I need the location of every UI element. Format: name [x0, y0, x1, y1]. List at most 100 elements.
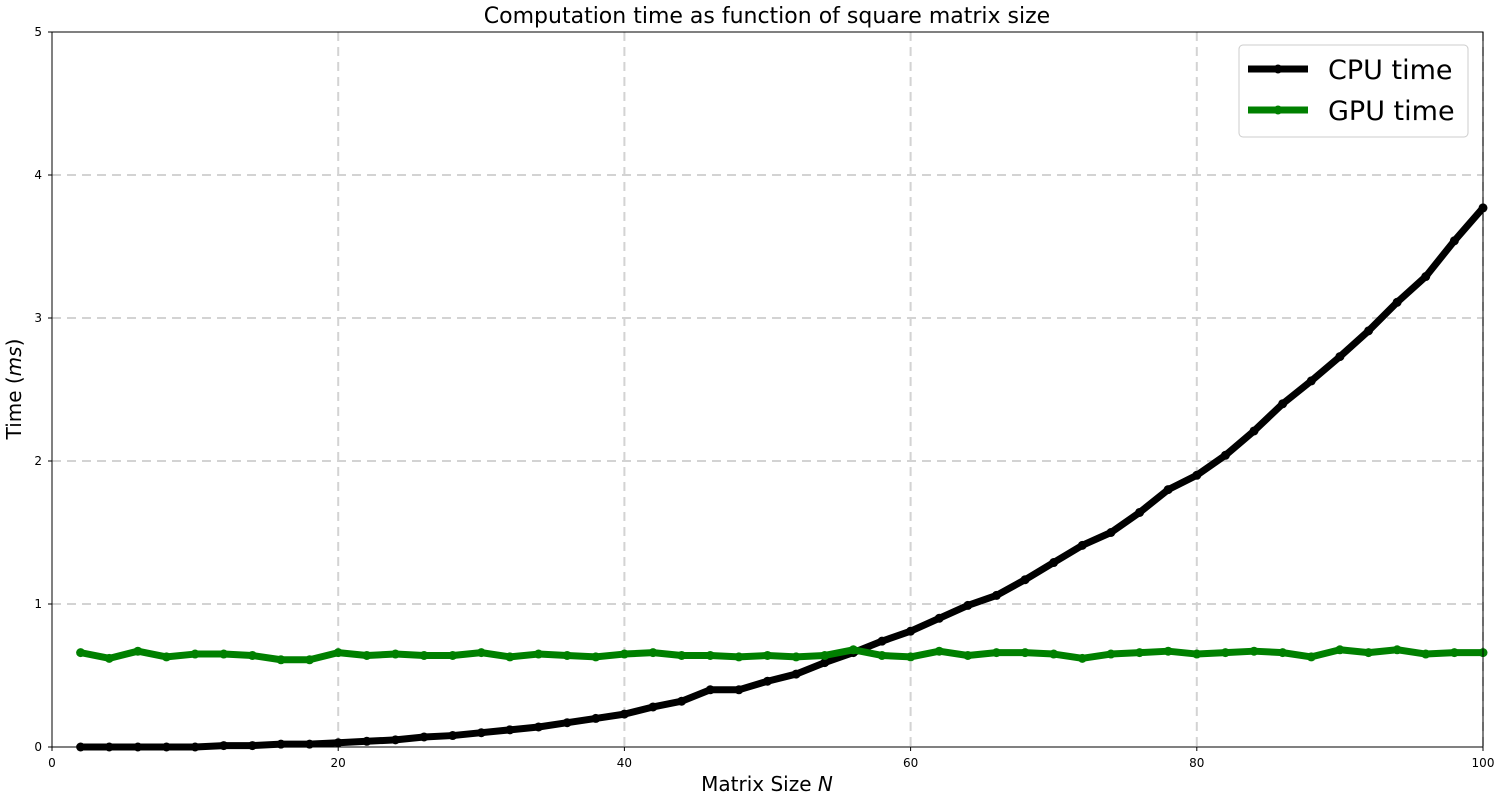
gpu-time-point — [219, 649, 229, 659]
cpu-time-point — [1421, 272, 1431, 282]
legend: CPU time GPU time — [1238, 44, 1469, 138]
cpu-time-point — [1106, 528, 1116, 537]
gpu-time-point — [104, 653, 114, 663]
gpu-time-point — [1249, 646, 1259, 656]
y-tick-label: 1 — [34, 597, 42, 611]
gpu-time-point — [448, 650, 458, 660]
cpu-time-point — [448, 731, 458, 741]
cpu-time-point — [362, 736, 372, 746]
gpu-time-point — [1192, 649, 1202, 659]
cpu-time-point — [505, 725, 515, 735]
cpu-time-point — [1249, 426, 1259, 436]
gpu-time-point — [476, 648, 486, 658]
plot-frame — [51, 31, 1484, 748]
gpu-time-point — [934, 646, 944, 656]
gpu-time-point — [848, 645, 858, 655]
gpu-time-point — [1364, 648, 1374, 658]
gpu-time-point — [534, 649, 544, 659]
legend-item-gpu-time: GPU time — [1248, 96, 1455, 127]
x-tick-label: 100 — [1472, 756, 1495, 770]
x-tick-label: 0 — [48, 756, 56, 770]
gpu-time-point — [705, 650, 715, 660]
y-tick-label: 0 — [34, 740, 42, 754]
y-tick-label: 3 — [34, 311, 42, 325]
cpu-time-point — [705, 685, 715, 695]
cpu-time-point — [591, 713, 601, 723]
gpu-time-point — [1449, 648, 1459, 658]
legend-marker — [1273, 64, 1283, 74]
cpu-time-line — [80, 205, 1486, 751]
cpu-time-point — [934, 613, 944, 623]
cpu-time-series — [76, 203, 1488, 752]
gpu-time-point — [505, 652, 515, 662]
y-tick-label: 5 — [34, 25, 42, 39]
cpu-time-point — [247, 741, 257, 751]
y-axis-label-variable: ms — [2, 346, 26, 376]
cpu-time-point — [276, 739, 286, 749]
x-axis-label-variable: N — [818, 772, 833, 796]
cpu-time-point — [1192, 470, 1202, 480]
cpu-time-point — [562, 718, 572, 728]
cpu-time-point — [1335, 352, 1345, 362]
cpu-time-point — [619, 709, 629, 719]
cpu-time-point — [333, 738, 343, 748]
gpu-time-point — [648, 648, 658, 658]
gpu-time-point — [190, 649, 200, 659]
gpu-time-point — [1278, 648, 1288, 658]
gpu-time-line — [79, 646, 1483, 664]
gpu-time-point — [419, 650, 429, 660]
cpu-time-point — [1306, 376, 1316, 386]
gpu-time-point — [877, 650, 887, 660]
cpu-time-point — [1049, 558, 1059, 568]
gpu-time-point — [161, 652, 171, 662]
x-tick-label: 20 — [331, 756, 346, 770]
cpu-time-point — [906, 626, 916, 636]
y-tick-label: 4 — [34, 168, 42, 182]
gpu-time-point — [390, 649, 400, 659]
gpu-time-point — [991, 648, 1001, 658]
gpu-time-point — [305, 655, 315, 665]
legend-item-cpu-time: CPU time — [1248, 55, 1452, 86]
legend-label: CPU time — [1328, 55, 1452, 86]
cpu-time-point — [763, 676, 772, 686]
cpu-time-point — [1278, 399, 1288, 409]
gpu-time-point — [619, 649, 629, 659]
gpu-time-point — [76, 648, 86, 658]
legend-marker — [1273, 105, 1283, 115]
gpu-time-point — [734, 652, 744, 662]
gpu-time-point — [1306, 652, 1316, 662]
gpu-time-point — [562, 650, 572, 660]
cpu-time-point — [991, 590, 1001, 600]
cpu-time-point — [1364, 326, 1374, 336]
cpu-time-point — [476, 728, 486, 738]
cpu-time-point — [648, 702, 658, 712]
gpu-time-point — [247, 650, 257, 660]
cpu-time-point — [219, 741, 229, 751]
cpu-time-point — [305, 739, 315, 749]
gpu-time-point — [1220, 648, 1230, 658]
gpu-time-point — [133, 646, 143, 656]
gpu-time-point — [963, 650, 973, 660]
cpu-time-point — [963, 600, 973, 610]
axis-ticks: 0 20 40 60 80 100 0 1 2 3 4 5 — [34, 25, 1494, 770]
gpu-time-point — [1106, 649, 1116, 659]
gpu-time-point — [362, 650, 372, 660]
series-group — [76, 203, 1488, 752]
cpu-time-point — [390, 735, 400, 745]
grid — [52, 32, 1484, 747]
y-axis-label-close: ) — [2, 339, 26, 347]
gpu-time-point — [763, 650, 772, 660]
gpu-time-point — [1335, 645, 1345, 655]
gpu-time-series — [76, 645, 1488, 665]
gpu-time-point — [1392, 645, 1402, 655]
x-tick-label: 60 — [903, 756, 918, 770]
gpu-time-point — [906, 652, 916, 662]
cpu-time-point — [1449, 236, 1459, 246]
gpu-time-point — [333, 648, 343, 658]
gpu-time-point — [591, 652, 601, 662]
cpu-time-point — [1220, 450, 1230, 460]
gpu-time-point — [791, 652, 801, 662]
gpu-time-point — [1421, 649, 1431, 659]
x-axis-label: Matrix Size N — [701, 772, 833, 796]
y-axis-label: Time (ms) — [2, 339, 26, 441]
